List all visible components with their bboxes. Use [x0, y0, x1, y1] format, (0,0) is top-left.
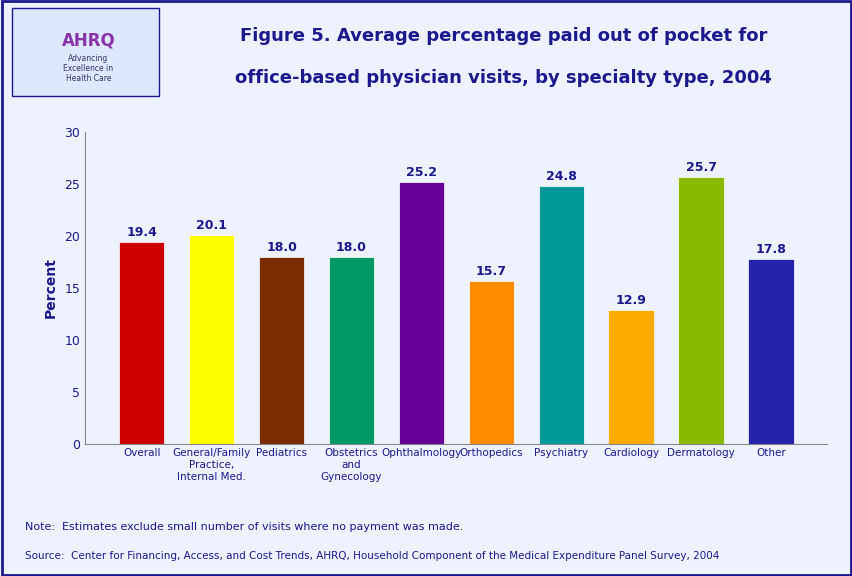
Text: Source:  Center for Financing, Access, and Cost Trends, AHRQ, Household Componen: Source: Center for Financing, Access, an…	[26, 551, 719, 561]
Text: 25.7: 25.7	[685, 161, 716, 174]
Text: 19.4: 19.4	[126, 226, 157, 239]
Text: 18.0: 18.0	[266, 241, 296, 254]
Text: Advancing
Excellence in
Health Care: Advancing Excellence in Health Care	[63, 54, 113, 84]
Text: 24.8: 24.8	[545, 170, 576, 183]
Text: 20.1: 20.1	[196, 219, 227, 232]
Bar	[119, 242, 164, 444]
Text: 18.0: 18.0	[336, 241, 366, 254]
Text: AHRQ: AHRQ	[61, 32, 115, 50]
Text: 12.9: 12.9	[615, 294, 646, 306]
Bar	[677, 177, 722, 444]
Y-axis label: Percent: Percent	[43, 257, 58, 319]
Text: 17.8: 17.8	[755, 243, 786, 256]
Bar	[398, 182, 444, 444]
Bar	[258, 257, 304, 444]
Bar	[538, 187, 584, 444]
Bar	[189, 235, 234, 444]
Bar	[328, 257, 374, 444]
Bar	[468, 281, 514, 444]
Text: office-based physician visits, by specialty type, 2004: office-based physician visits, by specia…	[234, 69, 771, 87]
Bar	[607, 310, 653, 444]
Text: Figure 5. Average percentage paid out of pocket for: Figure 5. Average percentage paid out of…	[239, 27, 766, 46]
Bar	[747, 259, 792, 444]
Text: Note:  Estimates exclude small number of visits where no payment was made.: Note: Estimates exclude small number of …	[26, 522, 463, 532]
Text: 25.2: 25.2	[406, 166, 436, 179]
Text: 15.7: 15.7	[475, 264, 506, 278]
